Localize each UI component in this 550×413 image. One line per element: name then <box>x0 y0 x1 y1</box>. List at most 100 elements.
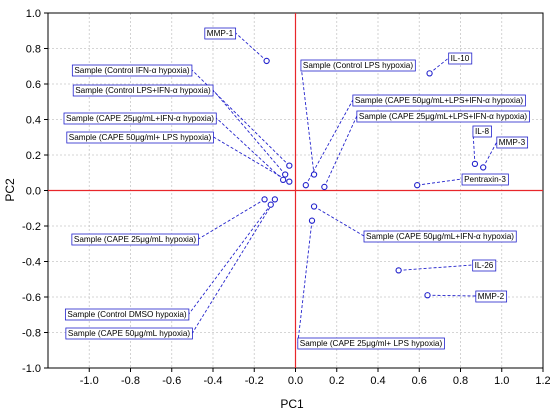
data-point <box>310 171 318 178</box>
x-tick-label: -1.0 <box>80 375 99 387</box>
point-label-box <box>65 327 193 340</box>
point-label: Sample (CAPE 50μg/mL+LPS+IFN-α hypoxia) <box>355 96 524 105</box>
data-point <box>321 183 328 191</box>
x-tick-label: 0.6 <box>412 375 427 387</box>
x-tick-label: 0.4 <box>370 375 385 387</box>
y-tick-label: -1.0 <box>22 363 41 375</box>
leader-line <box>398 264 473 271</box>
data-point <box>261 196 268 203</box>
leader-line <box>323 115 358 188</box>
point-label: IL-26 <box>475 261 494 270</box>
point-label: Sample (CAPE 25μg/mL hypoxia) <box>74 235 197 244</box>
y-tick-label: 1.0 <box>26 8 41 20</box>
point-label: MMP-1 <box>207 29 234 38</box>
data-point <box>267 201 274 208</box>
point-label-box <box>72 84 214 97</box>
data-point <box>279 176 287 183</box>
y-tick-label: -0.4 <box>22 257 41 269</box>
leader-line <box>305 99 354 186</box>
point-label-box <box>64 308 190 321</box>
leader-line <box>429 57 449 74</box>
y-tick-label: 0.6 <box>26 79 41 91</box>
x-tick-label: 0.2 <box>329 375 344 387</box>
x-tick-label: -0.6 <box>162 375 181 387</box>
point-label: IL-8 <box>475 127 490 136</box>
point-label: Pentraxin-3 <box>464 175 506 184</box>
point-label: IL-10 <box>451 54 470 63</box>
y-tick-label: 0.0 <box>26 186 41 198</box>
leader-line <box>235 32 267 62</box>
point-label-box <box>71 64 193 77</box>
point-label: Sample (Control DMSO hypoxia) <box>67 310 186 319</box>
data-point <box>263 57 270 65</box>
data-point <box>471 160 479 168</box>
point-label: MMP-2 <box>478 292 505 301</box>
x-tick-label: -0.4 <box>204 375 223 387</box>
point-label: Sample (CAPE 50μg/mL+IFN-α hypoxia) <box>366 232 514 241</box>
point-label-box <box>66 131 214 144</box>
point-label-box <box>461 173 509 186</box>
leader-line <box>300 64 315 175</box>
point-label-box <box>300 59 416 72</box>
point-label-box <box>472 259 497 272</box>
x-tick-label: -0.2 <box>245 375 264 387</box>
y-tick-label: -0.8 <box>22 328 41 340</box>
data-point <box>414 182 421 189</box>
leader-line <box>215 117 284 181</box>
y-tick-label: 0.2 <box>26 150 41 162</box>
point-label: Sample (CAPE 50μg/ml+ LPS hypoxia) <box>69 133 212 142</box>
point-label: Sample (Control IFN-α hypoxia) <box>74 66 190 75</box>
point-label-box <box>472 125 492 138</box>
point-label: Sample (CAPE 25μg/ml+ LPS hypoxia) <box>300 339 443 348</box>
y-axis-title: PC2 <box>3 178 17 202</box>
point-label-box <box>352 94 526 107</box>
point-label: Sample (Control LPS hypoxia) <box>303 61 413 70</box>
leader-line <box>313 206 365 237</box>
y-tick-label: 0.8 <box>26 44 41 56</box>
leader-line <box>188 204 272 315</box>
data-point <box>302 182 309 189</box>
data-point <box>282 171 289 178</box>
point-label: MMP-3 <box>499 138 526 147</box>
point-label: Sample (Control LPS+IFN-α hypoxia) <box>75 86 211 95</box>
data-point <box>426 70 433 77</box>
point-label-box <box>448 52 473 65</box>
data-point <box>424 292 431 299</box>
point-label-box <box>63 112 217 125</box>
data-point <box>286 178 293 185</box>
x-tick-label: 1.0 <box>494 375 509 387</box>
x-tick-label: 0.8 <box>453 375 468 387</box>
point-label: Sample (CAPE 50μg/mL hypoxia) <box>68 329 191 338</box>
x-tick-label: 1.2 <box>535 375 550 387</box>
data-point <box>271 196 279 203</box>
leader-line <box>192 199 276 334</box>
leader-line <box>191 69 290 166</box>
point-label: Sample (CAPE 25μg/mL+IFN-α hypoxia) <box>66 114 214 123</box>
y-tick-label: -0.2 <box>22 221 41 233</box>
x-tick-label: 0.0 <box>288 375 303 387</box>
y-tick-label: 0.4 <box>26 115 41 127</box>
data-point <box>480 164 487 171</box>
point-label-box <box>356 110 530 123</box>
point-label: Sample (CAPE 25μg/mL+LPS+IFN-α hypoxia) <box>359 112 528 121</box>
data-point <box>286 162 293 169</box>
x-axis-title: PC1 <box>280 397 304 411</box>
point-label-box <box>363 230 517 243</box>
leader-line <box>417 178 463 186</box>
point-label-box <box>71 233 199 246</box>
point-label-box <box>297 337 445 350</box>
data-point <box>310 203 318 210</box>
leader-line <box>297 220 313 344</box>
x-tick-label: -0.8 <box>121 375 140 387</box>
point-label-box <box>475 290 508 303</box>
point-label-box <box>204 27 237 40</box>
leader-line <box>198 198 265 240</box>
data-point <box>308 217 316 224</box>
point-label-box <box>496 136 529 149</box>
y-tick-label: -0.6 <box>22 292 41 304</box>
data-point <box>395 267 402 274</box>
leader-line <box>212 89 286 175</box>
leader-line <box>427 294 476 297</box>
